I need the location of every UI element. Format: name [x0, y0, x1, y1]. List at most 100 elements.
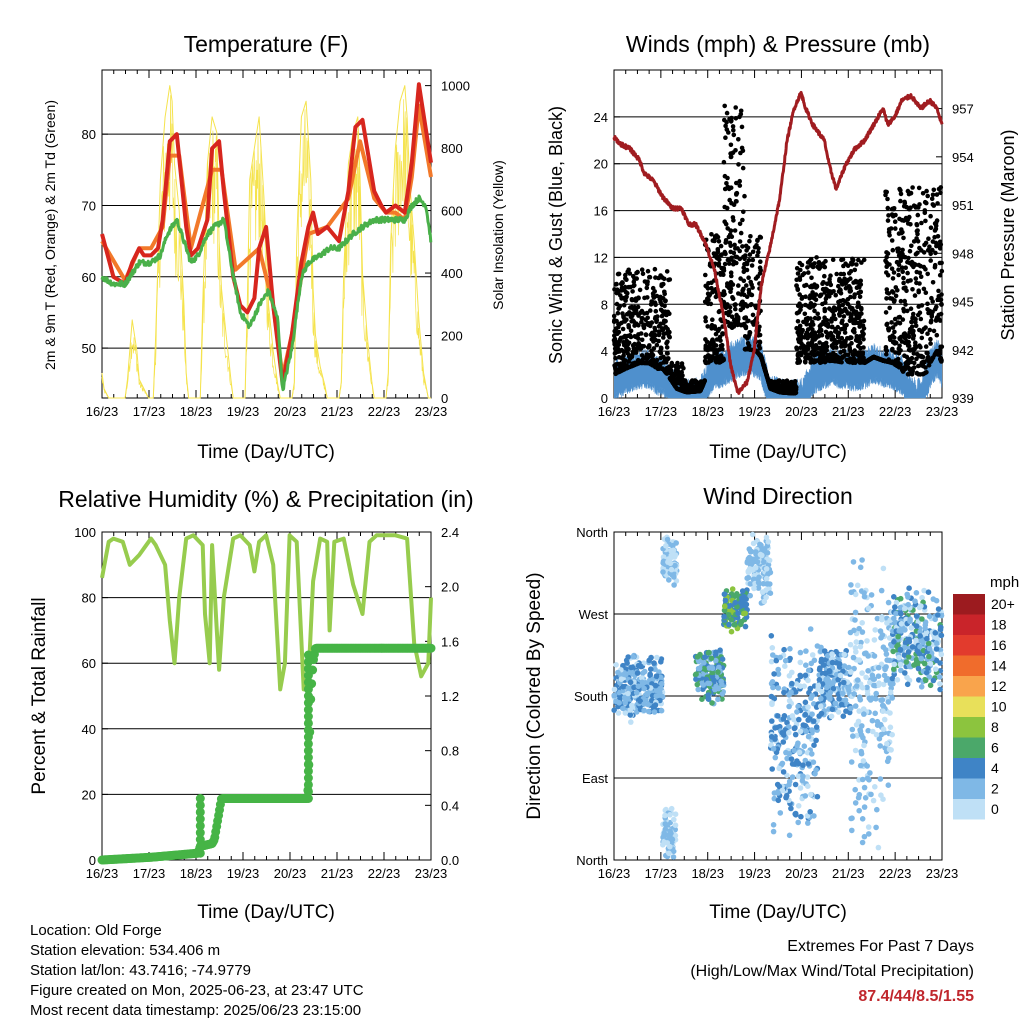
direction-point	[672, 822, 679, 828]
gust-point	[723, 123, 728, 129]
gust-point	[721, 266, 727, 271]
gust-point	[925, 307, 930, 312]
gust-point	[612, 342, 617, 347]
direction-point	[812, 771, 818, 777]
direction-point	[859, 684, 866, 691]
gust-point	[934, 349, 940, 354]
direction-point	[627, 707, 633, 713]
gust-point	[737, 239, 743, 244]
direction-point	[852, 609, 859, 616]
gust-point	[750, 257, 756, 263]
y-tick-label-right: 0.8	[441, 744, 459, 759]
gust-point	[738, 108, 744, 114]
direction-point	[848, 589, 855, 596]
gust-point	[891, 270, 897, 275]
gust-point	[857, 311, 862, 317]
y-tick-label: North	[576, 525, 608, 540]
gust-point	[930, 192, 936, 198]
gust-point	[834, 354, 839, 360]
gust-point	[709, 285, 714, 291]
gust-point	[669, 372, 675, 377]
y-tick-label: 0	[601, 391, 608, 406]
direction-point	[868, 791, 874, 798]
gust-point	[840, 308, 846, 314]
gust-point	[828, 273, 833, 279]
direction-point	[644, 691, 650, 697]
direction-point	[770, 828, 777, 835]
gust-point	[800, 327, 805, 333]
gust-point	[889, 320, 894, 325]
gust-point	[743, 253, 748, 258]
direction-point	[861, 833, 868, 840]
direction-point	[864, 638, 870, 644]
gust-point	[652, 289, 657, 294]
gust-point	[847, 271, 852, 276]
gust-point	[936, 186, 942, 192]
gust-point	[799, 341, 804, 346]
direction-point	[780, 769, 787, 775]
gust-point	[926, 236, 931, 241]
humidity-ylabel-left: Percent & Total Rainfall	[29, 597, 50, 794]
gust-point	[839, 326, 844, 332]
direction-point	[874, 806, 880, 813]
y-tick-label: 16	[594, 204, 608, 219]
gust-point	[935, 234, 941, 239]
y-tick-label: 4	[601, 344, 608, 359]
direction-point	[694, 654, 701, 660]
gust-point	[928, 258, 933, 263]
gust-point	[790, 390, 795, 396]
direction-point	[624, 660, 630, 666]
direction-point	[803, 648, 809, 654]
direction-point	[937, 686, 943, 693]
gust-point	[747, 252, 753, 257]
direction-point	[797, 728, 804, 735]
gust-point	[925, 271, 930, 277]
direction-point	[889, 695, 895, 701]
direction-point	[875, 673, 882, 679]
direction-point	[879, 616, 885, 623]
direction-point	[633, 689, 640, 696]
gust-point	[758, 235, 764, 240]
gust-point	[900, 317, 906, 322]
temperature-ylabel-left: 2m & 9m T (Red, Orange) & 2m Td (Green)	[42, 100, 58, 370]
direction-point	[829, 651, 835, 657]
y-tick-label: 24	[594, 110, 608, 125]
gust-point	[840, 302, 845, 308]
gust-point	[794, 310, 800, 316]
gust-point	[805, 260, 811, 265]
gust-point	[810, 348, 816, 354]
gust-point	[837, 276, 842, 282]
gust-point	[666, 329, 671, 335]
direction-point	[818, 710, 825, 717]
direction-point	[877, 776, 884, 782]
gust-point	[839, 257, 844, 263]
direction-point	[618, 676, 625, 682]
direction-point	[871, 682, 877, 689]
direction-point	[885, 782, 892, 788]
gust-point	[892, 219, 898, 224]
gust-point	[884, 322, 889, 328]
gust-point	[929, 314, 935, 319]
direction-point	[620, 705, 626, 712]
gust-point	[728, 289, 733, 295]
direction-point	[635, 662, 642, 669]
direction-point	[671, 582, 677, 588]
gust-point	[883, 310, 889, 315]
direction-point	[660, 569, 666, 575]
y-tick-label-right: 0.0	[441, 853, 459, 868]
gust-point	[805, 327, 811, 332]
direction-point	[616, 700, 622, 706]
gust-point	[687, 389, 692, 395]
direction-point	[877, 628, 884, 634]
gust-point	[728, 228, 734, 234]
gust-point	[642, 295, 647, 301]
gust-point	[933, 250, 938, 256]
gust-point	[625, 333, 630, 339]
direction-point	[627, 712, 634, 718]
direction-point	[866, 777, 872, 783]
y-tick-label: 80	[82, 591, 96, 606]
direction-point	[783, 749, 789, 756]
gust-point	[620, 368, 625, 373]
gust-point	[857, 350, 862, 356]
direction-point	[786, 698, 793, 704]
